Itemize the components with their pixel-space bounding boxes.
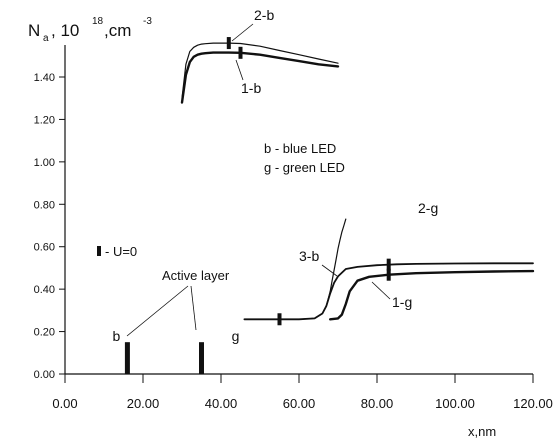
series-layer: [180, 37, 535, 326]
series-label-2-b: 2-b: [254, 7, 274, 23]
y-tick-label: 0.60: [34, 242, 55, 254]
u-zero-marker-2-g: [386, 258, 391, 271]
active-layer-label: Active layer: [162, 268, 230, 283]
legend-line-blue: b - blue LED: [264, 141, 336, 156]
active-layer-bar-b: [124, 342, 130, 374]
active-layer-bar-label-g: g: [232, 328, 240, 344]
y-axis-title-subscript: a: [43, 33, 49, 44]
y-axis-title: N a , 10 18 ,cm -3: [28, 16, 152, 44]
x-tick-label: 60.00: [283, 396, 316, 411]
x-tick-label: 80.00: [361, 396, 394, 411]
series-line-2-b: [181, 42, 339, 99]
u-zero-marker-1-b: [238, 46, 243, 59]
x-axis-title: x,nm: [468, 424, 496, 439]
y-tick-label: 1.20: [34, 114, 55, 126]
y-axis-title-separator: , 10: [51, 21, 79, 40]
active-layer-bar-g: [199, 342, 204, 374]
x-axis-ticks: 0.00 20.00 40.00 60.00 80.00 100.00 120.00: [52, 374, 553, 411]
series-label-1-b: 1-b: [241, 80, 261, 96]
series-line-1-g: [329, 269, 535, 321]
y-axis-title-unit: ,cm: [104, 21, 131, 40]
y-tick-label: 0.40: [34, 284, 55, 296]
y-tick-label: 1.00: [34, 157, 55, 169]
x-tick-label: 120.00: [513, 396, 553, 411]
u-zero-marker-1-g: [386, 268, 391, 281]
y-axis-title-unit-exponent: -3: [143, 16, 152, 27]
y-axis-title-base: N: [28, 21, 40, 40]
u-zero-marker-point: [277, 313, 282, 326]
active-layer-bar-label-b: b: [113, 328, 121, 344]
series-label-3-b-leader: [321, 264, 338, 277]
series-label-1-g: 1-g: [392, 294, 412, 310]
active-layer-leader-g: [190, 285, 197, 331]
series-label-2-g: 2-g: [418, 200, 438, 216]
active-layer-leader-b: [126, 285, 189, 337]
x-tick-label: 40.00: [205, 396, 238, 411]
series-label-2-b-leader: [231, 23, 254, 42]
y-tick-label: 0.20: [34, 327, 55, 339]
u-zero-label: - U=0: [105, 244, 137, 259]
u-zero-marker-swatch: [97, 246, 101, 256]
x-tick-label: 100.00: [435, 396, 475, 411]
y-axis-title-exponent: 18: [92, 16, 104, 27]
y-tick-label: 0.00: [34, 369, 55, 381]
series-label-1-b-leader: [235, 59, 244, 81]
u-zero-marker-2-b: [226, 37, 231, 50]
series-line-1-b: [180, 51, 340, 104]
x-tick-label: 20.00: [127, 396, 160, 411]
y-axis-ticks: 0.00 0.20 0.40 0.60 0.80 1.00 1.20 1.40: [34, 72, 65, 381]
series-line-3-b: [243, 218, 347, 320]
y-tick-label: 1.40: [34, 72, 55, 84]
y-tick-label: 0.80: [34, 199, 55, 211]
series-line-2-g: [243, 262, 534, 321]
series-label-1-g-leader: [371, 281, 391, 300]
series-label-3-b: 3-b: [299, 248, 319, 264]
x-tick-label: 0.00: [52, 396, 77, 411]
legend-line-green: g - green LED: [264, 160, 345, 175]
